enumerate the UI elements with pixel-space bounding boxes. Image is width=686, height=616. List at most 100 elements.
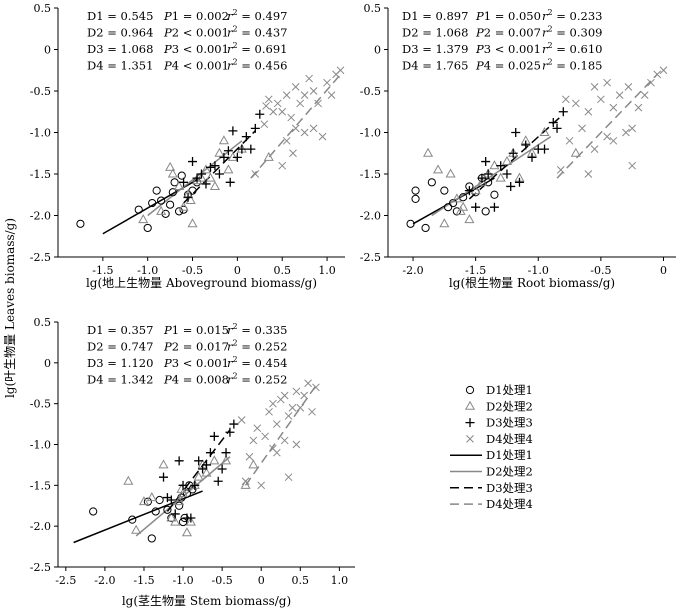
- point-d4: [336, 66, 345, 75]
- point-d1: [411, 186, 420, 195]
- legend-label: D3处理3: [486, 416, 533, 430]
- point-d3: [205, 448, 215, 458]
- point-d3: [255, 109, 265, 119]
- point-d1: [427, 178, 436, 187]
- point-d3: [527, 152, 537, 162]
- point-d4: [251, 170, 260, 178]
- point-d2: [501, 156, 513, 166]
- stat-d: D3 = 1.379: [402, 42, 468, 56]
- point-d2: [201, 467, 212, 477]
- stat-p: P3 < 0.001: [163, 42, 229, 56]
- point-d4: [260, 120, 269, 129]
- point-d4: [622, 128, 630, 137]
- point-d4: [300, 391, 309, 400]
- point-d2: [455, 205, 466, 215]
- point-d4: [296, 99, 305, 108]
- point-d4: [249, 436, 258, 445]
- point-d4: [291, 124, 300, 133]
- y-tick-label: -1.0: [30, 127, 51, 140]
- point-d3: [190, 480, 200, 490]
- point-d4: [292, 440, 301, 449]
- point-d2: [156, 205, 167, 215]
- point-d1: [76, 219, 85, 228]
- stat-r2: r2 = 0.185: [542, 58, 602, 73]
- point-d3: [506, 181, 516, 191]
- point-d1: [188, 186, 197, 195]
- point-d3: [194, 456, 204, 466]
- y-tick-label: -2.0: [360, 210, 381, 223]
- point-d1: [128, 515, 137, 524]
- point-d1: [168, 188, 177, 197]
- point-d2: [464, 214, 475, 224]
- stat-p: P4 < 0.001: [163, 59, 229, 73]
- point-d3: [219, 152, 229, 162]
- point-d1: [174, 207, 184, 216]
- point-d4: [653, 70, 662, 79]
- point-d1: [490, 190, 499, 199]
- point-d3: [502, 169, 512, 179]
- y-tick-label: -1.5: [360, 168, 381, 181]
- point-d2: [138, 214, 149, 224]
- point-d1: [459, 193, 468, 202]
- point-d1: [178, 517, 188, 527]
- point-d1: [155, 495, 164, 505]
- point-d4: [314, 99, 322, 108]
- stat-p: P4 = 0.008: [163, 373, 229, 387]
- point-d4: [273, 99, 282, 108]
- stat-d: D2 = 1.068: [402, 26, 468, 40]
- point-d4: [597, 95, 605, 104]
- point-d4: [291, 82, 300, 91]
- point-d3: [228, 126, 238, 136]
- point-d1: [452, 207, 461, 216]
- point-d2: [495, 172, 506, 182]
- point-d3: [201, 179, 211, 189]
- x-axis-title: lg(根生物量 Root biomass/g): [449, 276, 615, 290]
- fit-line-d3: [183, 130, 256, 204]
- stat-r2: r2 = 0.437: [227, 25, 287, 40]
- point-d4: [288, 403, 297, 412]
- point-d4: [278, 161, 287, 170]
- point-d3: [209, 431, 219, 441]
- stat-r2: r2 = 0.497: [227, 8, 287, 23]
- point-d2: [476, 176, 487, 186]
- point-d1: [148, 198, 157, 208]
- point-d3: [250, 123, 260, 133]
- point-d3: [496, 161, 506, 171]
- point-d4: [304, 379, 312, 388]
- stat-d: D2 = 0.747: [87, 340, 153, 354]
- point-d3: [464, 186, 474, 196]
- point-d4: [289, 149, 297, 158]
- legend-label: D4处理4: [486, 432, 533, 446]
- x-tick-label: 0.5: [273, 264, 291, 277]
- stat-p: P2 < 0.001: [163, 26, 229, 40]
- point-d3: [188, 157, 198, 167]
- point-d2: [439, 218, 450, 228]
- point-d2: [181, 527, 193, 537]
- point-d3: [179, 177, 189, 187]
- stat-p: P3 < 0.001: [163, 356, 229, 370]
- stat-p: P1 = 0.002: [163, 9, 229, 23]
- legend-label: D3处理3: [486, 481, 533, 495]
- point-d3: [223, 146, 233, 156]
- point-d2: [240, 479, 251, 489]
- point-d1: [481, 207, 490, 216]
- x-tick-label: -2.0: [94, 574, 115, 587]
- panel-aboveground: -2.5 -2.0 -1.5 -1.0 -0.5 0 0.5 -1.5 -1.0 -0.5 0 0.5…: [30, 2, 345, 290]
- x-tick-label: -2.0: [402, 264, 423, 277]
- x-tick-label: -1.5: [465, 264, 486, 277]
- point-d3: [225, 177, 235, 187]
- stat-r2: r2 = 0.691: [227, 41, 287, 56]
- point-d4: [280, 436, 289, 445]
- legend-marker-d4: [466, 435, 474, 443]
- point-d2: [570, 147, 581, 157]
- point-d2: [166, 512, 177, 522]
- point-d2: [170, 516, 181, 526]
- point-d2: [167, 168, 178, 178]
- point-d3: [183, 192, 193, 202]
- point-d3: [241, 132, 251, 142]
- point-d2: [131, 524, 142, 534]
- point-d2: [223, 164, 234, 174]
- point-d2: [451, 193, 462, 203]
- stat-d: D3 = 1.120: [87, 356, 153, 370]
